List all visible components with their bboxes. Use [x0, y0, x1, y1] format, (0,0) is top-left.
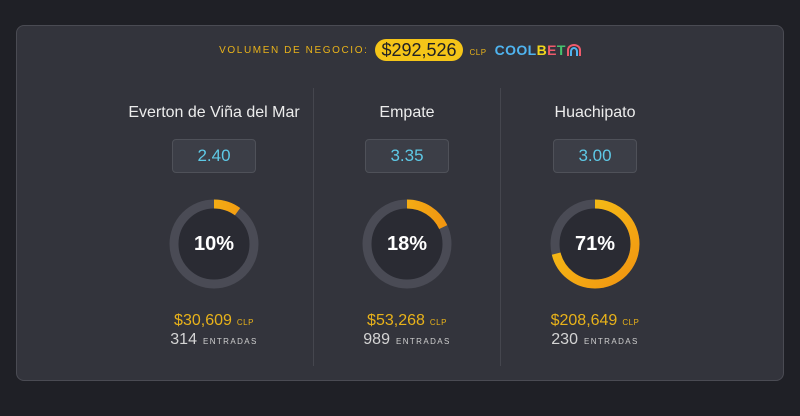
outcome-away: Huachipato 3.00 71% $208,649 CLP 230 ENT… [500, 88, 690, 368]
outcome-name: Huachipato [554, 104, 636, 121]
percentage-ring: 10% [168, 198, 260, 290]
outcome-draw: Empate 3.35 18% $53,268 CLP 989 ENTRADAS [312, 88, 502, 368]
amount-value: $208,649 [550, 312, 618, 329]
amount-currency: CLP [429, 318, 447, 327]
entries-value: 230 [551, 331, 578, 348]
percentage-label: 18% [386, 233, 428, 255]
stake-amount: $53,268 CLP [312, 312, 502, 330]
entries-label: ENTRADAS [583, 337, 639, 346]
amount-value: $53,268 [367, 312, 425, 329]
coolbet-logo[interactable]: COOL B E T [495, 42, 581, 58]
volume-amount-badge: $292,526 [375, 39, 463, 61]
amount-currency: CLP [622, 318, 640, 327]
odds-button[interactable]: 2.40 [172, 139, 256, 173]
entries-label: ENTRADAS [202, 337, 258, 346]
odds-button[interactable]: 3.00 [553, 139, 637, 173]
entries-label: ENTRADAS [395, 337, 451, 346]
entries-count: 314 ENTRADAS [119, 331, 309, 349]
entries-count: 989 ENTRADAS [312, 331, 502, 349]
volume-label: VOLUMEN DE NEGOCIO: [219, 44, 369, 56]
percentage-label: 71% [574, 233, 616, 255]
outcome-name: Empate [379, 104, 435, 121]
entries-value: 989 [363, 331, 390, 348]
volume-currency: CLP [469, 47, 487, 57]
odds-button[interactable]: 3.35 [365, 139, 449, 173]
stake-amount: $30,609 CLP [119, 312, 309, 330]
column-divider [313, 88, 314, 366]
percentage-ring: 18% [361, 198, 453, 290]
outcome-home: Everton de Viña del Mar 2.40 10% $30,609… [119, 88, 309, 368]
ring-fill [550, 199, 640, 289]
ring-fill [362, 199, 452, 289]
outcome-name: Everton de Viña del Mar [128, 104, 300, 121]
ring-fill [169, 199, 259, 289]
betting-volume-panel: VOLUMEN DE NEGOCIO: $292,526 CLP COOL B E T… [16, 25, 784, 381]
percentage-ring: 71% [549, 198, 641, 290]
volume-header: VOLUMEN DE NEGOCIO: $292,526 CLP COOL B E T [17, 39, 783, 61]
entries-count: 230 ENTRADAS [500, 331, 690, 349]
amount-value: $30,609 [174, 312, 232, 329]
percentage-label: 10% [193, 233, 235, 255]
entries-value: 314 [170, 331, 197, 348]
amount-currency: CLP [236, 318, 254, 327]
column-divider [500, 88, 501, 366]
stake-amount: $208,649 CLP [500, 312, 690, 330]
rainbow-icon [566, 44, 581, 56]
